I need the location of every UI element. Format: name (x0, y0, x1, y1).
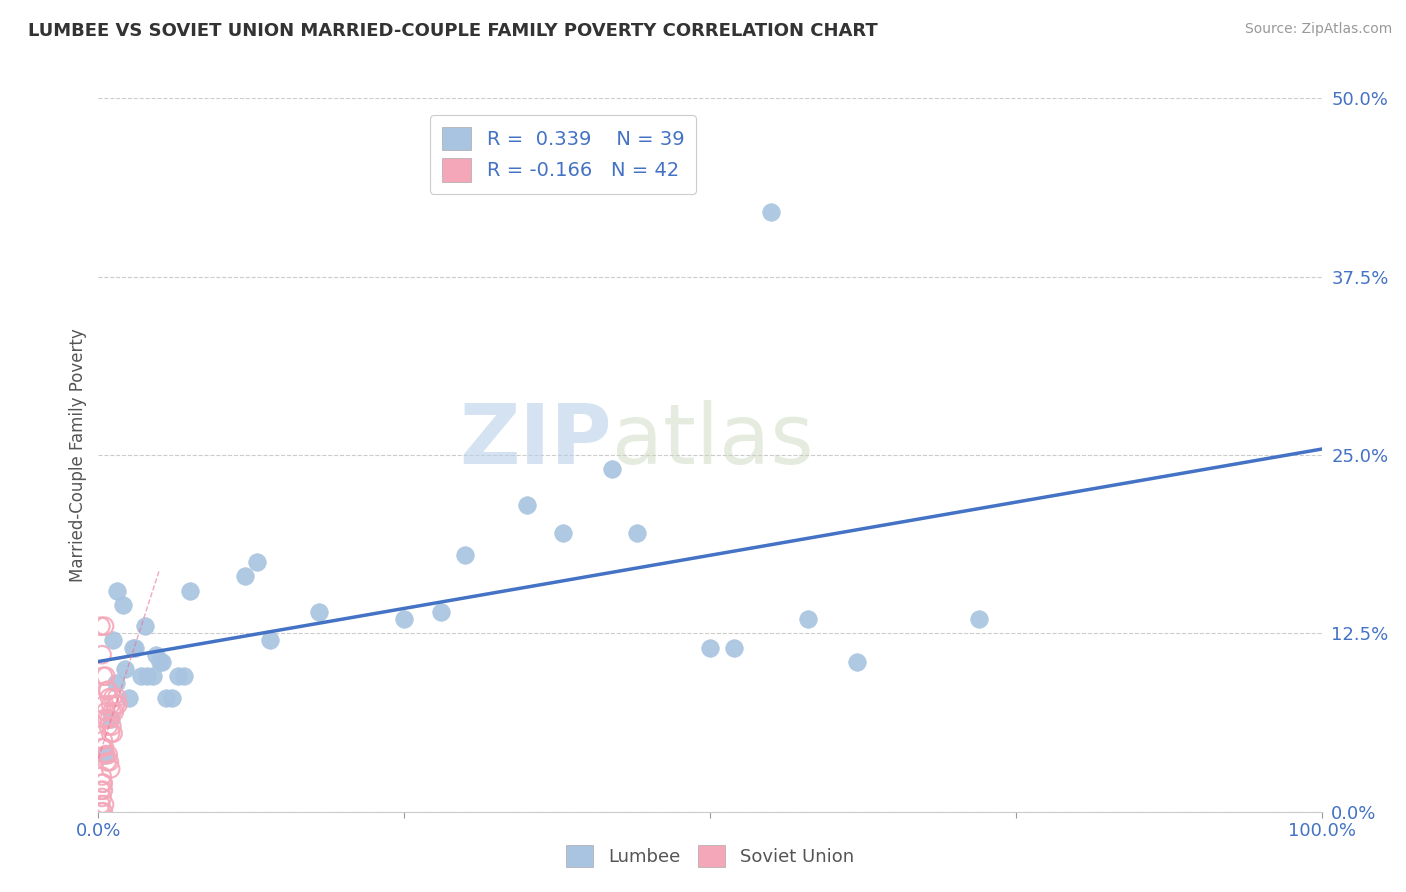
Point (96, 712, 118, 726)
Point (845, 655, 868, 669)
Point (797, 612, 820, 626)
Point (90, 619, 112, 633)
Legend: Lumbee, Soviet Union: Lumbee, Soviet Union (560, 838, 860, 874)
Point (93, 797, 115, 812)
Point (100, 698, 122, 712)
Point (91, 740, 114, 755)
Point (91, 648, 114, 662)
Point (104, 676, 127, 690)
Point (118, 690, 141, 705)
Point (967, 612, 990, 626)
Point (142, 669, 165, 683)
Point (98, 690, 121, 705)
Point (761, 205, 783, 219)
Point (173, 669, 195, 683)
Point (553, 526, 575, 541)
Text: LUMBEE VS SOVIET UNION MARRIED-COUPLE FAMILY POVERTY CORRELATION CHART: LUMBEE VS SOVIET UNION MARRIED-COUPLE FA… (28, 22, 877, 40)
Point (90, 783, 112, 797)
Point (90, 805, 112, 819)
Point (430, 605, 453, 619)
Point (98, 712, 121, 726)
Point (93, 698, 115, 712)
Point (134, 619, 156, 633)
Text: Source: ZipAtlas.com: Source: ZipAtlas.com (1244, 22, 1392, 37)
Point (308, 605, 330, 619)
Point (626, 526, 648, 541)
Point (105, 690, 128, 705)
Point (91, 776, 114, 790)
Y-axis label: Married-Couple Family Poverty: Married-Couple Family Poverty (69, 328, 87, 582)
Point (101, 690, 124, 705)
Point (179, 583, 201, 598)
Point (96, 755, 118, 769)
Point (101, 726, 124, 740)
Point (101, 633, 124, 648)
Point (91, 712, 114, 726)
Text: ZIP: ZIP (460, 401, 612, 481)
Point (93, 619, 115, 633)
Point (97, 683, 120, 698)
Point (94, 669, 117, 683)
Point (91, 783, 114, 797)
Text: atlas: atlas (612, 401, 814, 481)
Point (97, 747, 120, 762)
Point (100, 712, 122, 726)
Point (136, 669, 159, 683)
Point (91, 790, 114, 805)
Point (155, 690, 177, 705)
Point (160, 690, 183, 705)
Point (103, 705, 125, 719)
Point (111, 598, 134, 612)
Point (105, 583, 128, 598)
Point (101, 719, 124, 733)
Point (149, 655, 172, 669)
Point (90, 797, 112, 812)
Point (104, 698, 127, 712)
Point (145, 648, 167, 662)
Point (515, 498, 537, 512)
Point (91, 733, 114, 747)
Point (98, 755, 121, 769)
Point (167, 669, 190, 683)
Point (150, 655, 173, 669)
Point (96, 683, 118, 698)
Point (233, 569, 256, 583)
Point (107, 698, 129, 712)
Point (91, 669, 114, 683)
Point (246, 555, 269, 569)
Point (723, 640, 745, 655)
Point (94, 747, 117, 762)
Point (259, 633, 281, 648)
Point (91, 805, 114, 819)
Point (124, 640, 146, 655)
Point (100, 726, 122, 740)
Point (392, 612, 416, 626)
Point (129, 669, 152, 683)
Point (114, 662, 136, 676)
Point (101, 705, 124, 719)
Point (93, 740, 115, 755)
Point (100, 762, 122, 776)
Point (93, 747, 115, 762)
Point (91, 776, 114, 790)
Point (91, 769, 114, 783)
Point (454, 548, 477, 562)
Point (699, 640, 721, 655)
Point (94, 705, 117, 719)
Point (97, 719, 120, 733)
Point (600, 462, 623, 476)
Point (121, 640, 143, 655)
